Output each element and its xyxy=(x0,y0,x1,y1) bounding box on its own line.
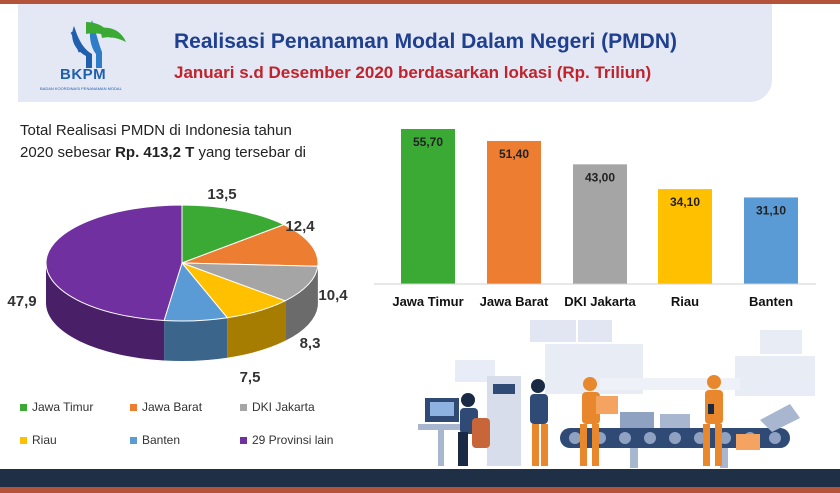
top-rule xyxy=(0,0,840,4)
intro-prefix: 2020 sebesar xyxy=(20,144,116,161)
bar-riau xyxy=(658,189,712,284)
pie-slice-side xyxy=(227,300,286,358)
intro-suffix: yang tersebar di xyxy=(194,144,307,161)
worker-carrying-box-icon xyxy=(580,377,618,466)
bar-data-label: 51,40 xyxy=(499,147,529,161)
legend-label: Jawa Barat xyxy=(142,400,203,414)
pie-data-label: 7,5 xyxy=(240,369,261,386)
pie-data-label: 12,4 xyxy=(285,218,315,235)
control-panel-icon xyxy=(487,376,521,466)
pie-data-label: 10,4 xyxy=(318,287,348,304)
bar-dki-jakarta xyxy=(573,164,627,284)
pie-slice-side xyxy=(164,317,228,361)
bar-data-label: 43,00 xyxy=(585,170,615,184)
pie-slice-side xyxy=(46,263,165,361)
legend-label: DKI Jakarta xyxy=(252,400,315,414)
pie-slice-jawa-barat xyxy=(181,224,319,267)
pie-data-label: 8,3 xyxy=(300,335,321,352)
legend-item: Riau xyxy=(20,433,57,447)
legend-swatch xyxy=(240,403,247,411)
pie-side-walls xyxy=(46,263,318,361)
bar-jawa-timur xyxy=(401,129,455,284)
logo-text: BKPM xyxy=(60,66,107,83)
factory-background-shapes xyxy=(455,320,815,396)
bar-category-label: Jawa Timur xyxy=(392,294,463,309)
pie-slice-29-provinsi-lain xyxy=(45,204,183,322)
intro-total: Rp. 413,2 T xyxy=(115,144,195,161)
intro-text: Total Realisasi PMDN di Indonesia tahun … xyxy=(20,120,350,164)
legend-item: Jawa Barat xyxy=(130,400,202,414)
legend-swatch xyxy=(130,403,137,411)
pie-data-label: 47,9 xyxy=(7,293,36,310)
bar-jawa-barat xyxy=(487,140,541,284)
bar-data-label: 55,70 xyxy=(413,135,443,149)
legend-item: Jawa Timur xyxy=(20,400,93,414)
legend-swatch xyxy=(130,436,137,444)
header-banner: BKPM BADAN KOORDINASI PENANAMAN MODAL Re… xyxy=(18,4,772,102)
bar-data-label: 31,10 xyxy=(756,203,786,217)
legend-item: 29 Provinsi lain xyxy=(240,433,333,447)
intro-line-1: Total Realisasi PMDN di Indonesia tahun xyxy=(20,122,292,139)
footer-stripe xyxy=(0,487,840,493)
legend-swatch xyxy=(20,436,27,444)
worker-seated-icon xyxy=(458,393,490,466)
pie-slice-side xyxy=(285,266,318,341)
intro-line-2: 2020 sebesar Rp. 413,2 T yang tersebar d… xyxy=(20,142,350,164)
bar-category-label: Banten xyxy=(749,294,793,309)
legend-label: 29 Provinsi lain xyxy=(252,433,334,447)
page-title: Realisasi Penanaman Modal Dalam Negeri (… xyxy=(174,30,677,53)
pie-slice-dki-jakarta xyxy=(181,262,319,302)
bar-category-label: Jawa Barat xyxy=(480,294,549,309)
pie-slice-jawa-timur xyxy=(181,204,286,264)
legend-swatch xyxy=(240,436,247,444)
logo-subtext: BADAN KOORDINASI PENANAMAN MODAL xyxy=(40,86,122,91)
legend-swatch xyxy=(20,403,27,411)
pie-data-label: 13,5 xyxy=(207,186,236,203)
legend-label: Jawa Timur xyxy=(32,400,94,414)
bkpm-logo-icon xyxy=(70,20,126,68)
bar-banten xyxy=(744,197,798,284)
pie-slices xyxy=(45,204,319,322)
bar-category-label: Riau xyxy=(671,294,699,309)
legend-item: DKI Jakarta xyxy=(240,400,315,414)
worker-engineer-icon xyxy=(530,379,548,466)
computer-desk-icon xyxy=(418,398,498,466)
legend-item: Banten xyxy=(130,433,180,447)
worker-standing-icon xyxy=(703,375,723,466)
bar-data-label: 34,10 xyxy=(670,195,700,209)
footer-bar xyxy=(0,469,840,493)
page-subtitle: Januari s.d Desember 2020 berdasarkan lo… xyxy=(174,63,652,82)
legend-label: Banten xyxy=(142,433,181,447)
bar-category-label: DKI Jakarta xyxy=(564,294,636,309)
legend-label: Riau xyxy=(32,433,57,447)
